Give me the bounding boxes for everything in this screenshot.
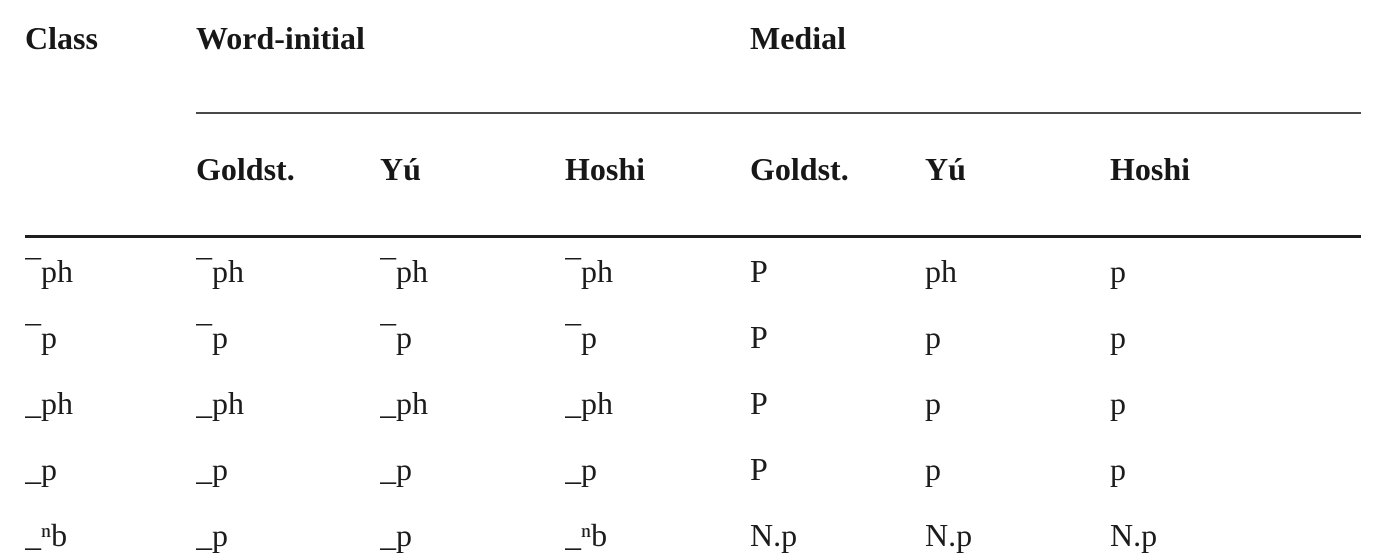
table-cell: p [1110, 450, 1127, 487]
table-row: ¯p ¯p ¯p ¯p P p p [25, 304, 1361, 370]
consonant-correspondence-table: Class Word-initial Medial Goldst. Yú Hos… [25, 8, 1362, 560]
table-cell: P [750, 384, 768, 421]
table-cell: p [925, 318, 942, 355]
table-cell: ¯p [196, 318, 228, 355]
header-class: Class [25, 8, 196, 238]
table-cell: p [1110, 384, 1127, 421]
table-cell: ph [925, 252, 958, 289]
table-cell: _ⁿb [565, 502, 751, 560]
table-cell: N.p [925, 502, 1111, 560]
subheader-wi-hoshi: Hoshi [565, 113, 751, 238]
table-cell: p [925, 384, 942, 421]
table-row: _p _p _p _p P p p [25, 436, 1361, 502]
table-cell: p [1110, 318, 1127, 355]
row-class-label: _ⁿb [25, 517, 68, 554]
row-class-label: _p [25, 450, 57, 487]
subheader-wi-yu: Yú [380, 113, 565, 238]
table-cell: ¯p [565, 318, 597, 355]
table-cell: p [925, 450, 942, 487]
table-cell: _p [196, 502, 380, 560]
table-cell: _ph [380, 384, 428, 421]
subheader-m-yu: Yú [925, 113, 1111, 238]
table-cell: _p [380, 502, 565, 560]
subheader-m-goldst: Goldst. [750, 113, 926, 238]
table-row: _ⁿb _p _p _ⁿb N.p N.p N.p [25, 502, 1362, 560]
table-cell: ¯p [380, 318, 412, 355]
row-class-label: ¯p [25, 318, 57, 355]
table-cell: _p [380, 450, 412, 487]
table-cell: p [1110, 252, 1127, 289]
table-cell: P [750, 252, 768, 289]
header-word-initial: Word-initial [196, 8, 751, 114]
table-cell: _ph [196, 384, 244, 421]
table-cell: _p [196, 450, 228, 487]
table-cell: N.p [1110, 502, 1362, 560]
subheader-m-hoshi: Hoshi [1110, 113, 1362, 238]
subheader-wi-goldst: Goldst. [196, 113, 380, 238]
table-cell: _ph [565, 384, 613, 421]
table-cell: N.p [750, 502, 926, 560]
table-cell: _p [565, 450, 597, 487]
group-header-row: Class Word-initial Medial [25, 8, 1362, 238]
table-cell: P [750, 450, 768, 487]
header-medial: Medial [750, 8, 1362, 114]
table-row: ¯ph ¯ph ¯ph ¯ph P ph p [25, 237, 1361, 305]
table-cell: ¯ph [196, 252, 244, 289]
row-class-label: _ph [25, 384, 73, 421]
table-cell: P [750, 318, 768, 355]
table-row: _ph _ph _ph _ph P p p [25, 370, 1361, 436]
sub-header-row: Goldst. Yú Hoshi Goldst. Yú Hoshi [25, 113, 1362, 238]
table-cell: ¯ph [565, 252, 613, 289]
table-cell: ¯ph [380, 252, 428, 289]
row-class-label: ¯ph [25, 252, 73, 289]
